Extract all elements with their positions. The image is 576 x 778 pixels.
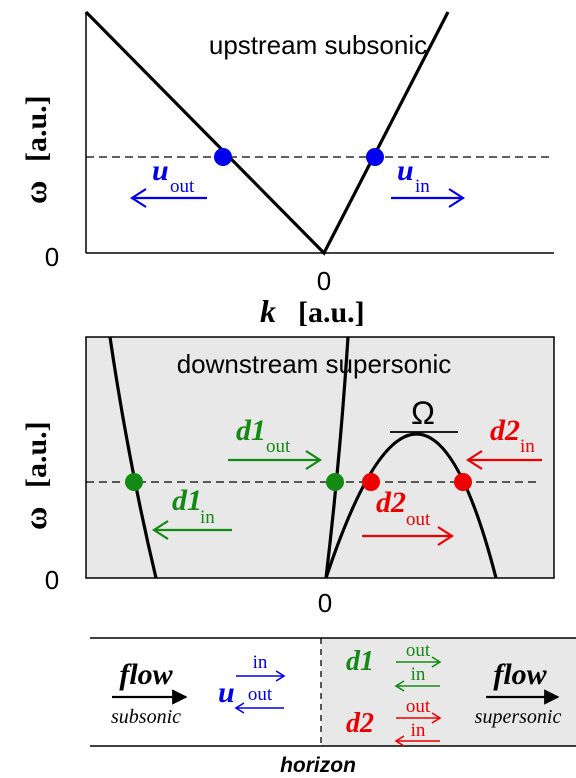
arrow-d2-in bbox=[465, 450, 542, 470]
bottom-ylabel: ω [a.u.] bbox=[17, 421, 53, 530]
legend-u-out-arrow bbox=[234, 702, 284, 714]
top-ylabel-unit: [a.u.] bbox=[20, 95, 53, 162]
mode-label-d1-in: d1 bbox=[172, 484, 202, 517]
top-mode-point-u-out bbox=[214, 148, 232, 166]
bottom-ylabel-unit: [a.u.] bbox=[20, 421, 53, 488]
xlabel-symbol: k bbox=[260, 293, 276, 329]
legend-d2-out-label: out bbox=[406, 696, 431, 717]
top-mode-point-u-in bbox=[366, 148, 384, 166]
mode-label-u-out-sub: out bbox=[170, 176, 195, 197]
legend-supersonic-region bbox=[321, 638, 576, 746]
top-panel: upstream subsonic u out u in 0 0 ω [a.u.… bbox=[17, 10, 554, 329]
mode-point-d2-out bbox=[362, 473, 380, 491]
bottom-ylabel-symbol: ω bbox=[17, 507, 53, 530]
legend-box: flow subsonic u in out d1 out in d2 out bbox=[90, 637, 576, 777]
legend-d1-in-label: in bbox=[411, 664, 426, 685]
bottom-panel-title: downstream supersonic bbox=[177, 349, 452, 379]
legend-d1-label: d1 bbox=[346, 646, 374, 677]
top-ylabel: ω [a.u.] bbox=[17, 95, 53, 204]
legend-right-regime: supersonic bbox=[475, 706, 562, 728]
mode-label-d2-out-sub: out bbox=[406, 509, 431, 530]
top-ylabel-symbol: ω bbox=[17, 181, 53, 204]
legend-d1-out-arrow bbox=[396, 656, 442, 668]
legend-d2-out-arrow bbox=[396, 712, 442, 724]
legend-d2-label: d2 bbox=[346, 708, 374, 739]
bottom-plot-area bbox=[85, 336, 555, 579]
top-plot-area bbox=[86, 12, 554, 253]
mode-point-d1-out bbox=[326, 473, 344, 491]
legend-d2-in-label: in bbox=[411, 720, 426, 741]
bottom-curve-left-branch bbox=[108, 336, 158, 579]
mode-label-d2-in-sub: in bbox=[520, 436, 535, 457]
legend-left-regime: subsonic bbox=[111, 706, 181, 728]
arrow-d2-out bbox=[362, 526, 455, 546]
horizon-label: horizon bbox=[280, 754, 356, 777]
mode-label-d2-out: d2 bbox=[376, 486, 406, 519]
mode-label-d1-in-sub: in bbox=[200, 507, 215, 528]
arrow-u-out bbox=[129, 188, 207, 208]
legend-d1-in-arrow bbox=[394, 680, 440, 692]
arrow-u-in bbox=[391, 188, 466, 208]
legend-u-in-arrow bbox=[236, 670, 286, 682]
legend-right-flow: flow bbox=[493, 658, 547, 691]
mode-label-d2-in: d2 bbox=[490, 414, 520, 447]
top-xtick-zero: 0 bbox=[317, 266, 331, 296]
omega-max-label: Ω bbox=[411, 395, 435, 431]
legend-u-label: u bbox=[218, 676, 235, 709]
arrow-d1-out bbox=[228, 450, 323, 470]
legend-d1-out-label: out bbox=[406, 640, 431, 661]
top-panel-title: upstream subsonic bbox=[209, 30, 427, 60]
bottom-curve-center-branch bbox=[324, 336, 350, 579]
bottom-curve-bogoliubov-branch bbox=[324, 432, 498, 579]
bottom-ytick-zero: 0 bbox=[45, 565, 59, 595]
top-ytick-zero: 0 bbox=[45, 242, 59, 272]
top-dispersion-curve bbox=[84, 10, 450, 256]
mode-label-u-out: u bbox=[152, 154, 169, 187]
mode-point-d1-in bbox=[125, 473, 143, 491]
xlabel-unit: [a.u.] bbox=[298, 296, 365, 329]
legend-left-flow: flow bbox=[119, 658, 173, 691]
bottom-xtick-zero: 0 bbox=[318, 588, 332, 618]
legend-u-out-label: out bbox=[248, 684, 273, 705]
bottom-panel: downstream supersonic Ω d1 out d1 in d2 … bbox=[17, 336, 555, 618]
mode-label-u-in-sub: in bbox=[415, 176, 430, 197]
mode-label-u-in: u bbox=[397, 154, 414, 187]
legend-d2-in-arrow bbox=[394, 735, 440, 747]
mode-label-d1-out: d1 bbox=[236, 414, 266, 447]
mode-point-d2-in bbox=[454, 473, 472, 491]
arrow-d1-in bbox=[151, 520, 232, 540]
legend-u-in-label: in bbox=[253, 652, 268, 673]
mode-label-d1-out-sub: out bbox=[266, 436, 291, 457]
